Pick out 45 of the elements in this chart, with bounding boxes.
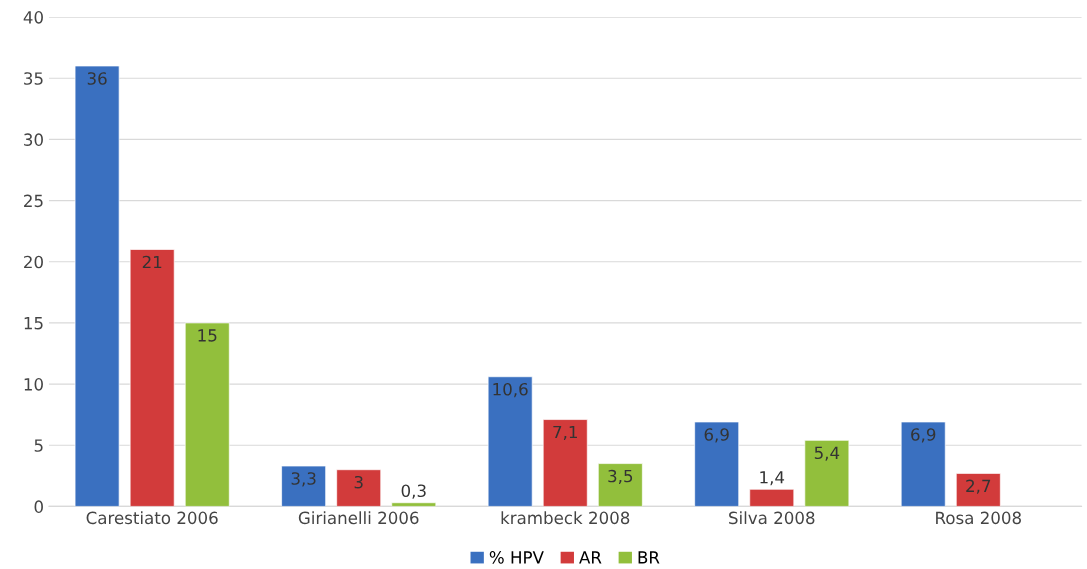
bar bbox=[597, 463, 643, 507]
data-label: 2,7 bbox=[966, 479, 991, 494]
bar bbox=[900, 421, 946, 507]
bar bbox=[336, 469, 382, 507]
y-tick-label: 35 bbox=[24, 72, 43, 85]
bar bbox=[749, 488, 795, 507]
data-label: 3,5 bbox=[608, 469, 633, 485]
bar bbox=[804, 440, 850, 507]
data-label: 1,4 bbox=[760, 471, 785, 486]
data-label: 7,1 bbox=[553, 425, 577, 441]
bar bbox=[129, 249, 175, 507]
legend-label: % HPV bbox=[489, 551, 544, 564]
bar bbox=[184, 322, 230, 507]
y-tick-label: 5 bbox=[34, 439, 43, 452]
data-label: 3 bbox=[354, 475, 363, 489]
x-tick-label: Girianelli 2006 bbox=[298, 511, 419, 525]
y-tick-label: 40 bbox=[23, 11, 43, 24]
data-label: 10,6 bbox=[493, 382, 528, 398]
data-label: 0,3 bbox=[401, 484, 426, 499]
data-label: 5,4 bbox=[814, 446, 840, 461]
bar bbox=[281, 465, 327, 507]
x-tick-label: Carestiato 2006 bbox=[86, 511, 218, 525]
y-tick-label: 25 bbox=[24, 194, 43, 208]
data-label: 15 bbox=[198, 329, 217, 342]
data-label: 21 bbox=[142, 255, 162, 269]
data-label: 6,9 bbox=[911, 428, 936, 443]
x-tick-label: Silva 2008 bbox=[729, 511, 815, 525]
bar bbox=[391, 502, 437, 507]
data-label: 3,3 bbox=[291, 472, 316, 487]
y-tick-label: 0 bbox=[34, 500, 43, 513]
legend-label: AR bbox=[579, 551, 602, 564]
legend-label: BR bbox=[638, 551, 660, 564]
y-tick-label: 10 bbox=[24, 378, 43, 391]
x-tick-label: krambeck 2008 bbox=[501, 511, 630, 525]
bar bbox=[487, 376, 533, 507]
bar bbox=[955, 473, 1001, 507]
y-tick-label: 30 bbox=[24, 133, 43, 146]
y-tick-label: 20 bbox=[24, 255, 43, 269]
y-tick-label: 15 bbox=[24, 317, 43, 330]
bar bbox=[74, 65, 120, 507]
data-label: 6,9 bbox=[704, 428, 729, 443]
bar bbox=[542, 419, 588, 507]
bar bbox=[694, 421, 740, 507]
x-tick-label: Rosa 2008 bbox=[936, 511, 1021, 525]
data-label: 36 bbox=[87, 72, 107, 85]
